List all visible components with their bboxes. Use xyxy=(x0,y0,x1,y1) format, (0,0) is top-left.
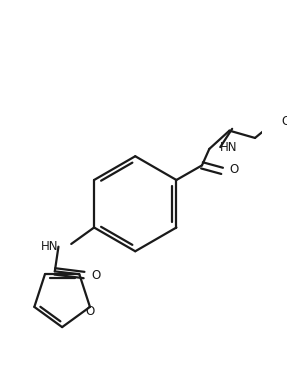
Text: O: O xyxy=(85,305,95,318)
Text: O: O xyxy=(229,163,239,176)
Text: O: O xyxy=(91,269,101,282)
Text: HN: HN xyxy=(220,141,238,154)
Text: O: O xyxy=(282,115,287,128)
Text: HN: HN xyxy=(41,240,59,253)
